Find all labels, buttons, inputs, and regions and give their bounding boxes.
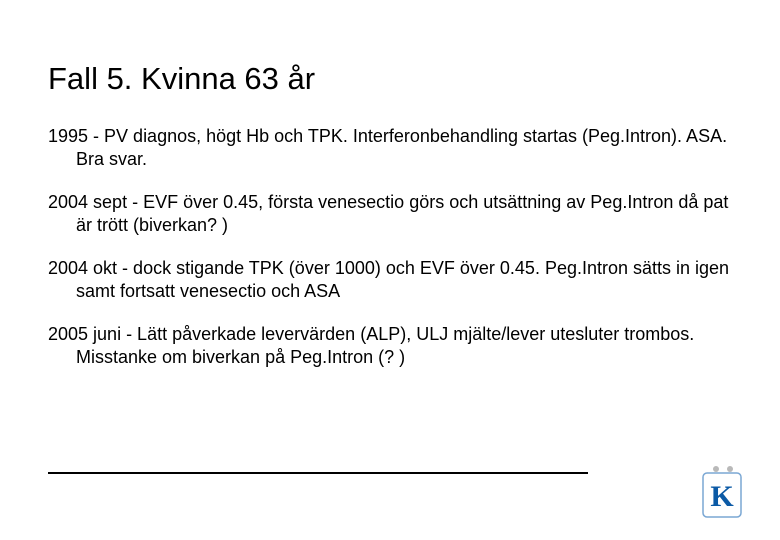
paragraph: 2005 juni - Lätt påverkade levervärden (… — [48, 323, 732, 369]
paragraph: 2004 okt - dock stigande TPK (över 1000)… — [48, 257, 732, 303]
logo-letter: K — [710, 480, 734, 513]
paragraph: 2004 sept - EVF över 0.45, första venese… — [48, 191, 732, 237]
logo: K — [702, 472, 742, 518]
paragraph: 1995 - PV diagnos, högt Hb och TPK. Inte… — [48, 125, 732, 171]
slide-title: Fall 5. Kvinna 63 år — [48, 60, 732, 97]
slide: Fall 5. Kvinna 63 år 1995 - PV diagnos, … — [0, 0, 780, 540]
footer-divider — [48, 472, 588, 474]
logo-k-icon: K — [702, 472, 742, 518]
